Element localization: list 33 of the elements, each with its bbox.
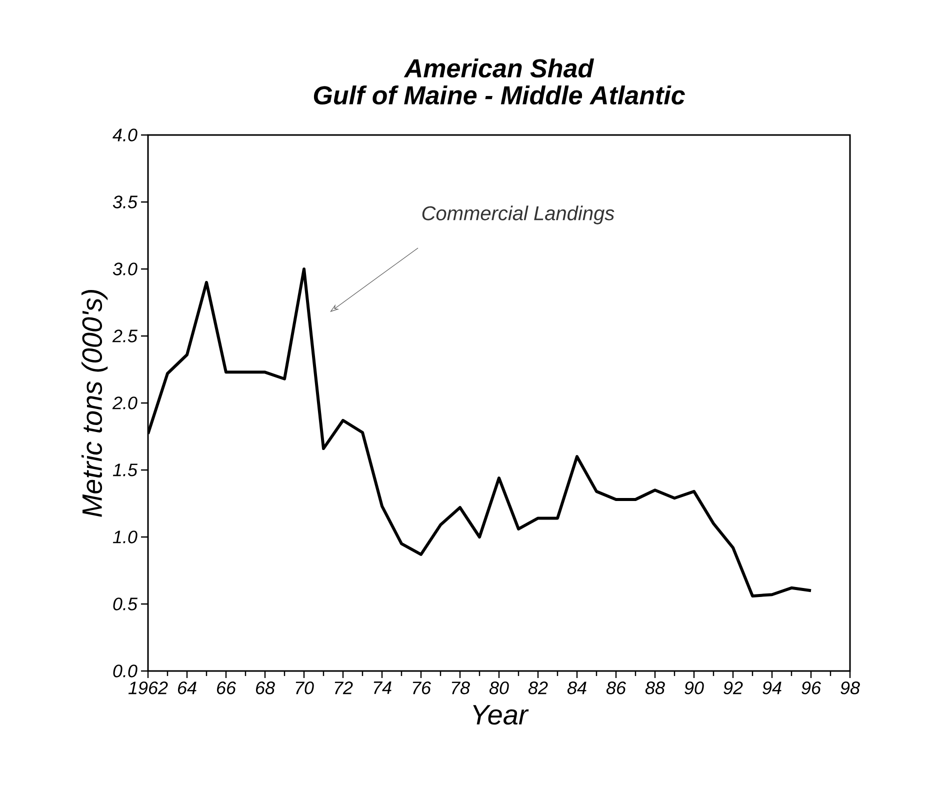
x-tick-label: 72 xyxy=(334,682,353,694)
x-tick-label: 92 xyxy=(724,682,743,694)
y-tick-label: 3.0 xyxy=(112,262,138,276)
y-axis-title: Metric tons (000's) xyxy=(82,290,108,517)
x-tick-label: 70 xyxy=(296,682,314,694)
x-tick-label: 84 xyxy=(567,682,586,694)
y-tick-label: 4.0 xyxy=(112,128,138,142)
y-tick-label: 1.0 xyxy=(112,530,138,544)
x-tick-label: 80 xyxy=(489,682,509,694)
chart-subtitle: Gulf of Maine - Middle Atlantic xyxy=(314,85,685,105)
x-tick-label: 86 xyxy=(606,682,626,694)
x-tick-label: 78 xyxy=(452,682,470,694)
chart-title: American Shad xyxy=(404,58,594,78)
y-tick-label: 3.5 xyxy=(112,196,138,208)
x-tick-label: 82 xyxy=(528,682,548,694)
x-tick-label: 1962 xyxy=(128,682,168,694)
y-tick-label: 0.0 xyxy=(113,664,138,678)
x-tick-label: 94 xyxy=(762,682,782,694)
y-tick-label: 2.5 xyxy=(112,330,138,342)
x-tick-label: 68 xyxy=(256,682,275,694)
x-tick-label: 76 xyxy=(412,682,432,694)
x-tick-label: 88 xyxy=(645,682,665,694)
x-tick-label: 66 xyxy=(217,682,236,694)
x-tick-label: 74 xyxy=(374,682,392,694)
y-tick-label: 1.5 xyxy=(112,464,138,476)
y-tick-label: 2.0 xyxy=(112,396,138,410)
x-tick-label: 64 xyxy=(178,682,196,694)
x-axis-title: Year xyxy=(473,705,529,725)
x-tick-label: 98 xyxy=(840,682,860,694)
x-tick-label: 96 xyxy=(802,682,822,694)
x-tick-label: 90 xyxy=(684,682,704,694)
annotation: Commercial Landings xyxy=(422,206,614,224)
y-tick-label: 0.5 xyxy=(113,598,138,610)
